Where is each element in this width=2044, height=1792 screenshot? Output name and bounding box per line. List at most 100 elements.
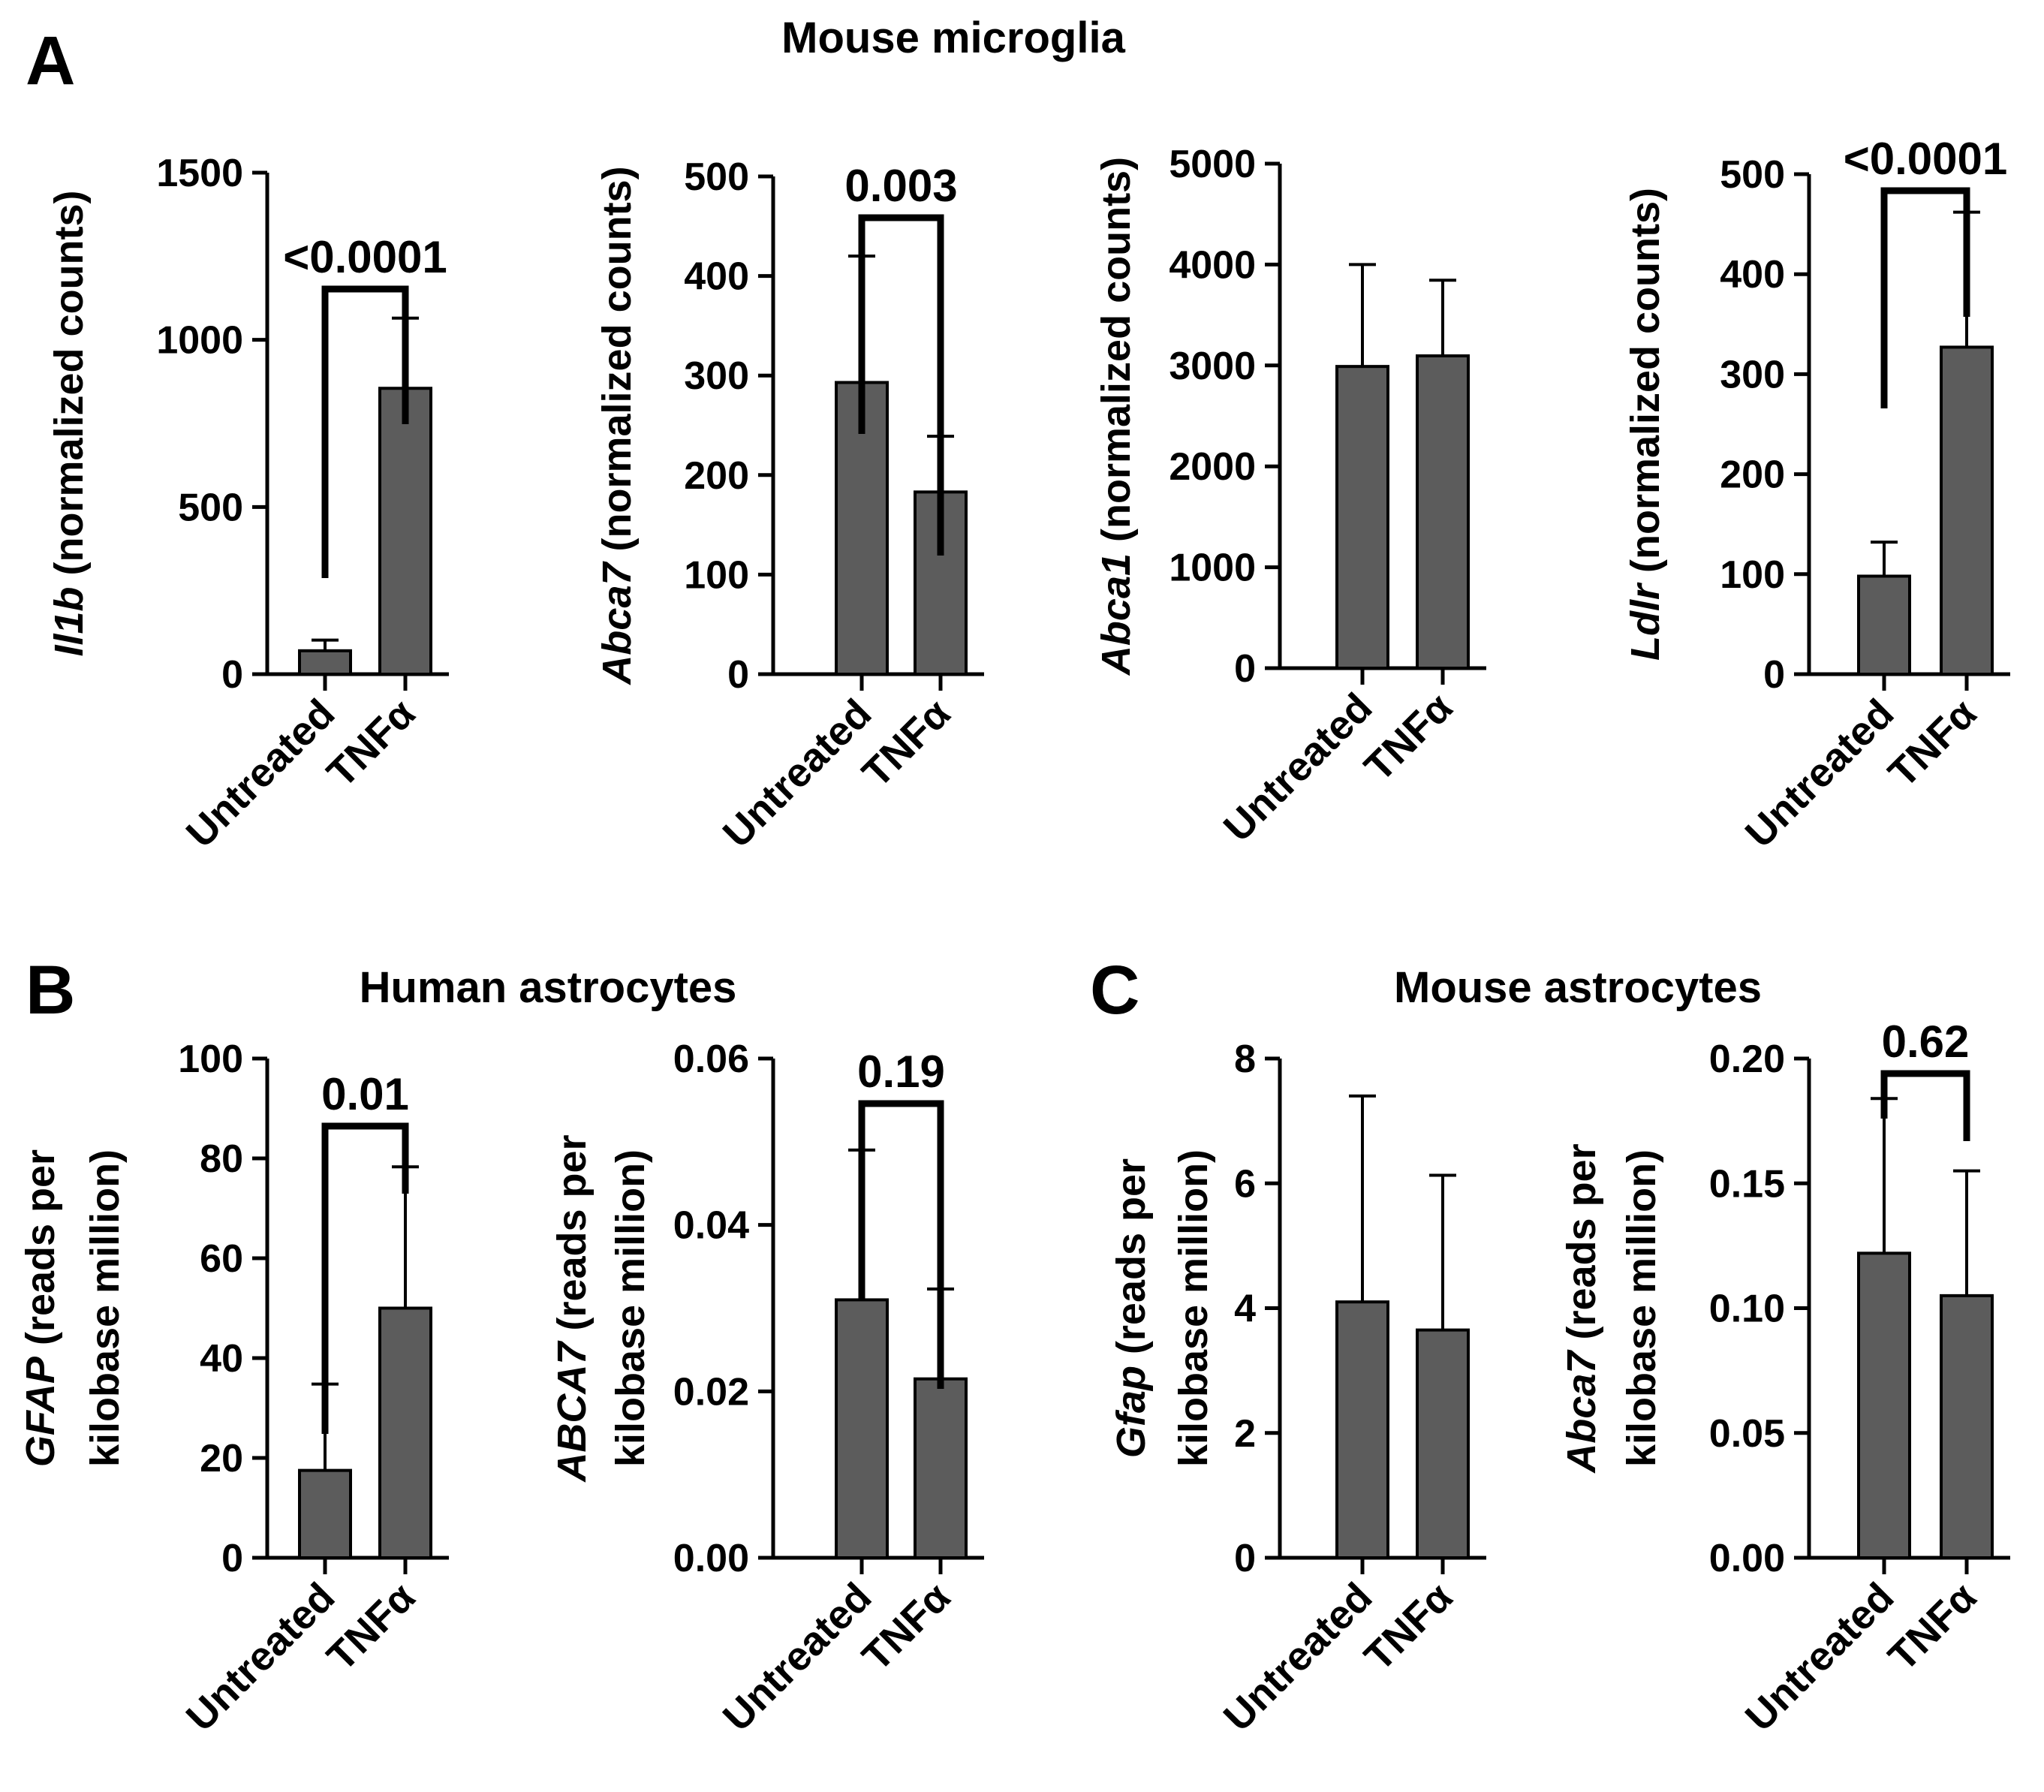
category-label: TNFα xyxy=(1880,1574,1985,1679)
gene-name: Abca7 xyxy=(1559,1349,1604,1474)
bar-untreated xyxy=(298,649,352,676)
bar-untreated xyxy=(298,1468,352,1559)
y-axis-label: Abca7 (reads per xyxy=(1559,1143,1604,1474)
category-label: TNFα xyxy=(318,691,423,796)
y-tick-label: 1000 xyxy=(156,319,243,363)
significance-label: 0.62 xyxy=(1882,1016,1970,1067)
gene-name: ABCA7 xyxy=(549,1340,595,1483)
y-tick-label: 2 xyxy=(1234,1412,1256,1456)
gene-name: Abca7 xyxy=(595,561,640,686)
y-tick-label: 400 xyxy=(1720,253,1785,297)
bar-tnfa xyxy=(914,1377,968,1560)
y-tick-label: 100 xyxy=(178,1038,243,1081)
significance-bracket xyxy=(321,1122,409,1434)
y-tick-label: 8 xyxy=(1234,1038,1256,1081)
bar-tnfa xyxy=(378,387,432,676)
significance-bracket xyxy=(858,214,944,556)
gene-name: Ldlr xyxy=(1623,582,1668,661)
y-tick-label: 300 xyxy=(1720,353,1785,396)
significance-label: <0.0001 xyxy=(1844,134,2008,184)
y-tick-label: 0.10 xyxy=(1709,1288,1785,1331)
bar-untreated xyxy=(1857,1251,1911,1559)
y-tick-label: 500 xyxy=(684,155,749,199)
panel-letter-c: C xyxy=(1090,952,1139,1029)
y-tick-label: 0 xyxy=(1763,653,1785,697)
gene-name: GFAP xyxy=(18,1356,63,1467)
y-tick-label: 0.06 xyxy=(673,1038,749,1081)
y-tick-label: 0.15 xyxy=(1709,1162,1785,1206)
y-tick-label: 500 xyxy=(178,486,243,529)
y-tick-label: 400 xyxy=(684,255,749,299)
gene-name: Gfap xyxy=(1109,1366,1154,1458)
significance-bracket xyxy=(1880,1070,1970,1141)
category-label: Untreated xyxy=(1737,1574,1903,1740)
y-axis-label-line2: kilobase million) xyxy=(83,1149,128,1467)
gene-name: Abca1 xyxy=(1094,553,1139,676)
category-label: TNFα xyxy=(1356,685,1461,790)
y-axis-label: ABCA7 (reads per xyxy=(549,1134,595,1483)
y-axis-label-line2: kilobase million) xyxy=(608,1149,653,1467)
bar-tnfa xyxy=(1416,354,1470,670)
y-tick-label: 100 xyxy=(684,553,749,597)
y-tick-label: 20 xyxy=(200,1437,243,1480)
y-axis-label: Ldlr (normalized counts) xyxy=(1623,188,1668,661)
y-tick-label: 500 xyxy=(1720,153,1785,197)
category-label: TNFα xyxy=(1356,1574,1461,1679)
y-tick-label: 0.04 xyxy=(673,1204,749,1248)
y-unit: (reads per xyxy=(1559,1143,1604,1351)
y-tick-label: 0.00 xyxy=(673,1537,749,1580)
category-label: TNFα xyxy=(853,1574,959,1679)
y-tick-label: 80 xyxy=(200,1137,243,1181)
y-tick-label: 1500 xyxy=(156,152,243,195)
y-unit: (normalized counts) xyxy=(1094,157,1139,553)
category-label: Untreated xyxy=(1215,685,1381,851)
category-label: TNFα xyxy=(853,691,959,796)
bar-untreated xyxy=(835,1298,889,1559)
bar-tnfa xyxy=(1416,1328,1470,1559)
y-tick-label: 0 xyxy=(221,1537,243,1580)
panel-title-b: Human astrocytes xyxy=(360,963,737,1012)
category-label: Untreated xyxy=(715,691,881,857)
y-unit: (reads per xyxy=(549,1134,595,1342)
significance-bracket xyxy=(1880,187,1970,408)
significance-label: 0.19 xyxy=(857,1047,945,1097)
y-tick-label: 0 xyxy=(727,653,749,697)
bar-tnfa xyxy=(1940,345,1994,676)
y-tick-label: 6 xyxy=(1234,1162,1256,1206)
bar-untreated xyxy=(1335,365,1389,670)
y-tick-label: 0.02 xyxy=(673,1370,749,1414)
y-tick-label: 0 xyxy=(221,653,243,697)
y-unit: (reads per xyxy=(18,1149,63,1357)
bar-untreated xyxy=(1335,1300,1389,1559)
y-tick-label: 4000 xyxy=(1169,243,1256,287)
category-label: Untreated xyxy=(1215,1574,1381,1740)
panel-title-a: Mouse microglia xyxy=(781,14,1125,62)
y-tick-label: 0 xyxy=(1234,647,1256,691)
y-unit: (reads per xyxy=(1109,1158,1154,1366)
significance-label: 0.003 xyxy=(844,161,957,211)
y-tick-label: 4 xyxy=(1234,1288,1256,1331)
panel-letter-a: A xyxy=(26,23,75,99)
y-tick-label: 3000 xyxy=(1169,345,1256,388)
panel-title-c: Mouse astrocytes xyxy=(1394,963,1762,1012)
panel-letter-b: B xyxy=(26,952,75,1029)
category-label: Untreated xyxy=(715,1574,881,1740)
y-axis-label: Abca7 (normalized counts) xyxy=(595,166,640,685)
bar-tnfa xyxy=(378,1306,432,1559)
significance-bracket xyxy=(321,285,409,578)
y-axis-label: Gfap (reads per xyxy=(1109,1158,1154,1458)
category-label: Untreated xyxy=(1737,691,1903,857)
y-tick-label: 300 xyxy=(684,354,749,398)
category-label: TNFα xyxy=(1880,691,1985,796)
category-label: Untreated xyxy=(178,1574,344,1740)
